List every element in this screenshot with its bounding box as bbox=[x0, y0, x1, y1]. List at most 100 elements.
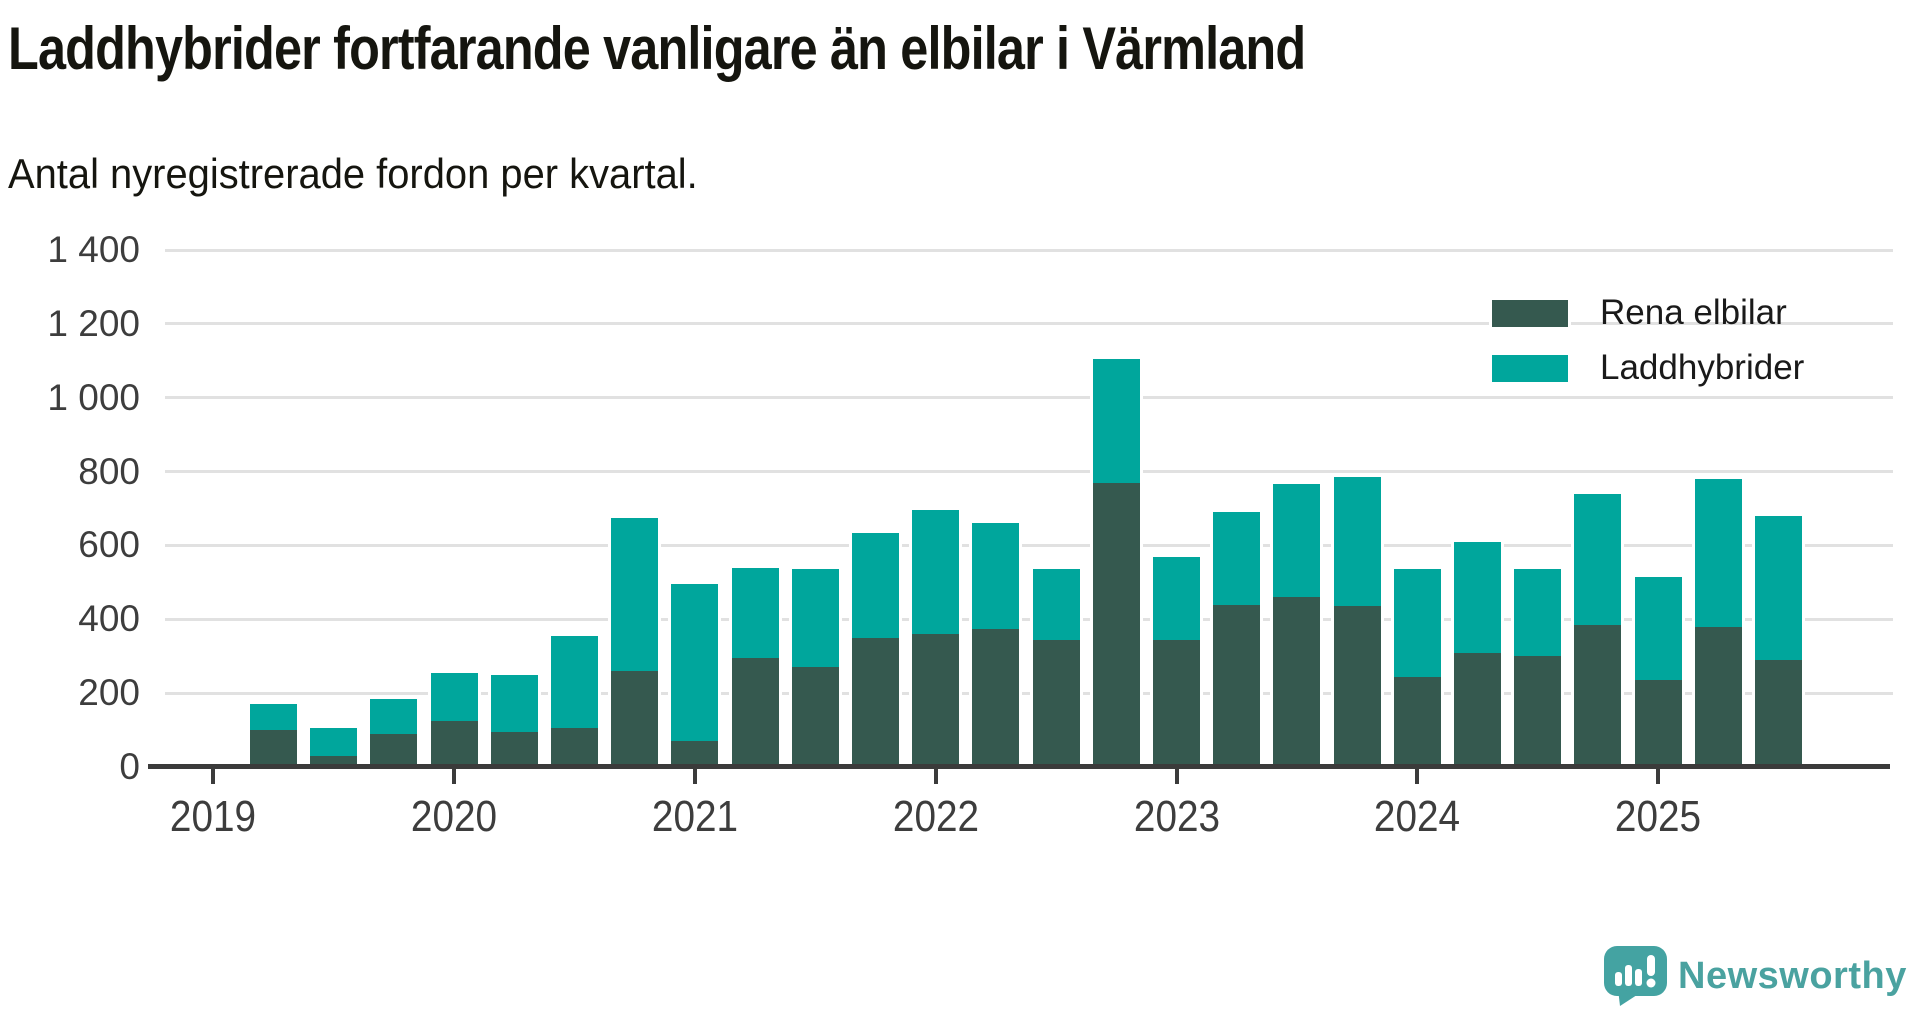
y-axis-label-800: 800 bbox=[78, 450, 140, 492]
segment-rena-elbilar bbox=[1454, 652, 1501, 767]
segment-laddhybrider bbox=[1454, 541, 1501, 653]
gridline-400 bbox=[165, 617, 1893, 621]
bar-2024-K2 bbox=[1451, 541, 1504, 767]
bar-2023-K1 bbox=[1150, 556, 1203, 767]
legend-swatch-laddhybrider bbox=[1492, 354, 1568, 382]
x-axis-tick-2025 bbox=[1656, 769, 1661, 784]
segment-rena-elbilar bbox=[1574, 624, 1622, 767]
legend-item-rena-elbilar: Rena elbilar bbox=[1492, 293, 1787, 333]
segment-rena-elbilar bbox=[1333, 606, 1381, 767]
x-axis-label-2019: 2019 bbox=[170, 792, 257, 841]
segment-laddhybrider bbox=[671, 584, 719, 742]
segment-rena-elbilar bbox=[972, 628, 1020, 767]
bar-2020-K3 bbox=[548, 635, 601, 767]
x-axis-label-2021: 2021 bbox=[651, 792, 738, 841]
newsworthy-logo: Newsworthy bbox=[1603, 945, 1907, 1007]
segment-laddhybrider bbox=[1634, 576, 1682, 681]
y-axis-label-0: 0 bbox=[119, 746, 140, 787]
x-axis-tick-2019 bbox=[211, 769, 216, 784]
segment-rena-elbilar bbox=[1092, 482, 1140, 767]
legend-label: Rena elbilar bbox=[1600, 293, 1787, 332]
y-axis-label-1200: 1 200 bbox=[47, 302, 140, 344]
segment-laddhybrider bbox=[1514, 569, 1562, 657]
bar-2025-K2 bbox=[1691, 478, 1745, 767]
segment-laddhybrider bbox=[430, 672, 478, 721]
gridline-200 bbox=[165, 691, 1893, 695]
segment-rena-elbilar bbox=[490, 731, 538, 767]
segment-laddhybrider bbox=[1755, 515, 1802, 660]
segment-laddhybrider bbox=[370, 698, 418, 734]
segment-rena-elbilar bbox=[671, 741, 719, 767]
segment-laddhybrider bbox=[611, 517, 659, 671]
bar-2024-K4 bbox=[1571, 493, 1625, 767]
x-axis-tick-2024 bbox=[1415, 769, 1420, 784]
gridline-1400 bbox=[165, 248, 1893, 252]
gridline-1000 bbox=[165, 396, 1893, 400]
bar-2021-K1 bbox=[668, 584, 722, 767]
legend-label: Laddhybrider bbox=[1600, 348, 1805, 387]
bar-2020-K2 bbox=[487, 674, 541, 767]
x-axis-tick-2023 bbox=[1174, 769, 1179, 784]
segment-rena-elbilar bbox=[912, 634, 960, 767]
bar-2023-K2 bbox=[1210, 512, 1264, 767]
segment-laddhybrider bbox=[490, 674, 538, 732]
x-axis-line bbox=[148, 764, 1890, 769]
segment-laddhybrider bbox=[1694, 478, 1742, 627]
chart-subtitle: Antal nyregistrerade fordon per kvartal. bbox=[8, 150, 698, 197]
segment-laddhybrider bbox=[250, 704, 297, 731]
segment-rena-elbilar bbox=[1514, 656, 1562, 767]
segment-rena-elbilar bbox=[250, 730, 297, 767]
bar-2021-K3 bbox=[788, 569, 842, 767]
x-axis-label-2020: 2020 bbox=[411, 792, 498, 841]
bar-2022-K4 bbox=[1089, 358, 1143, 767]
segment-rena-elbilar bbox=[1273, 597, 1321, 767]
segment-rena-elbilar bbox=[370, 733, 418, 767]
bar-2020-K1 bbox=[427, 672, 481, 767]
y-axis-label-200: 200 bbox=[78, 672, 140, 714]
bar-2022-K1 bbox=[909, 510, 963, 767]
gridline-800 bbox=[165, 470, 1893, 474]
segment-laddhybrider bbox=[972, 523, 1020, 629]
x-axis-tick-2020 bbox=[452, 769, 457, 784]
y-axis-label-600: 600 bbox=[78, 524, 140, 566]
bar-2019-K2 bbox=[247, 704, 300, 767]
bar-2023-K3 bbox=[1270, 484, 1324, 767]
segment-rena-elbilar bbox=[791, 667, 839, 767]
segment-rena-elbilar bbox=[1153, 639, 1200, 767]
segment-laddhybrider bbox=[1333, 477, 1381, 607]
segment-rena-elbilar bbox=[611, 670, 659, 767]
x-axis-label-2024: 2024 bbox=[1374, 792, 1461, 841]
x-axis-label-2023: 2023 bbox=[1133, 792, 1220, 841]
brand-wordmark: Newsworthy bbox=[1678, 954, 1907, 997]
bar-2025-K1 bbox=[1631, 576, 1685, 767]
bar-2022-K3 bbox=[1029, 569, 1083, 767]
bar-2024-K1 bbox=[1390, 569, 1444, 767]
segment-rena-elbilar bbox=[1213, 604, 1261, 767]
x-axis-tick-2022 bbox=[933, 769, 938, 784]
bar-2022-K2 bbox=[969, 523, 1023, 767]
segment-rena-elbilar bbox=[731, 658, 779, 767]
segment-laddhybrider bbox=[310, 728, 358, 756]
segment-rena-elbilar bbox=[430, 720, 478, 767]
legend-swatch-rena-elbilar bbox=[1492, 299, 1568, 327]
bar-2023-K4 bbox=[1330, 477, 1384, 767]
bar-2019-K3 bbox=[307, 728, 361, 767]
bar-2020-K4 bbox=[608, 517, 662, 767]
bar-2025-K3 bbox=[1752, 515, 1805, 767]
x-axis-label-2022: 2022 bbox=[892, 792, 979, 841]
chart-title: Laddhybrider fortfarande vanligare än el… bbox=[8, 15, 1306, 82]
y-axis-label-1000: 1 000 bbox=[47, 376, 140, 418]
segment-laddhybrider bbox=[1574, 493, 1622, 625]
segment-laddhybrider bbox=[1032, 569, 1080, 640]
bar-2021-K4 bbox=[849, 532, 902, 767]
segment-rena-elbilar bbox=[1634, 680, 1682, 767]
segment-laddhybrider bbox=[1153, 556, 1200, 640]
segment-laddhybrider bbox=[912, 510, 960, 635]
segment-rena-elbilar bbox=[1694, 626, 1742, 767]
segment-laddhybrider bbox=[1092, 358, 1140, 483]
segment-rena-elbilar bbox=[1032, 639, 1080, 767]
segment-rena-elbilar bbox=[310, 755, 358, 767]
segment-laddhybrider bbox=[731, 567, 779, 659]
segment-laddhybrider bbox=[791, 569, 839, 668]
